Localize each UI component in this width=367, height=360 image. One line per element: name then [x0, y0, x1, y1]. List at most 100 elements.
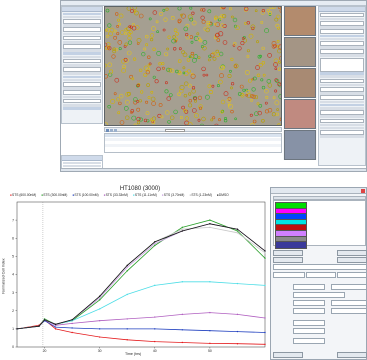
legend-item[interactable]: ● STS (33.33nM)	[104, 193, 128, 197]
property-row[interactable]	[320, 100, 364, 104]
legend-item[interactable]: ● DMSO	[217, 193, 229, 197]
property-row[interactable]	[320, 83, 364, 87]
settings-field[interactable]	[63, 27, 101, 32]
settings-row[interactable]	[63, 87, 101, 90]
table-row[interactable]	[105, 147, 281, 150]
settings-row[interactable]	[63, 55, 101, 59]
settings-field[interactable]	[63, 58, 101, 64]
settings-row[interactable]	[63, 78, 101, 82]
dialog-field[interactable]	[273, 272, 305, 278]
settings-field[interactable]	[63, 98, 101, 104]
dialog-field[interactable]	[331, 300, 367, 306]
dialog-cancel-button[interactable]	[337, 352, 367, 358]
play-icon[interactable]	[106, 129, 109, 132]
property-field[interactable]	[320, 49, 364, 54]
table-row[interactable]	[105, 141, 281, 144]
settings-row[interactable]	[63, 95, 101, 99]
dialog-ok-button[interactable]	[273, 352, 303, 358]
property-field[interactable]	[320, 29, 364, 34]
close-icon[interactable]	[361, 189, 365, 193]
property-row[interactable]	[320, 46, 364, 49]
property-row[interactable]	[320, 17, 364, 21]
tool-icon[interactable]	[114, 129, 117, 132]
cell-outline	[131, 115, 137, 121]
dialog-button-1[interactable]	[273, 250, 303, 256]
property-field[interactable]	[320, 40, 364, 46]
settings-row[interactable]	[63, 24, 101, 27]
settings-row[interactable]	[63, 49, 101, 52]
thumbnail-5[interactable]	[284, 130, 316, 160]
color-swatch[interactable]	[275, 241, 307, 249]
settings-row[interactable]	[63, 40, 101, 44]
dialog-field[interactable]	[293, 300, 325, 306]
dialog-field[interactable]	[331, 284, 367, 290]
cell-outline	[261, 119, 265, 123]
property-row[interactable]	[320, 115, 364, 118]
property-row[interactable]	[320, 135, 364, 138]
property-row[interactable]	[320, 26, 364, 29]
thumbnail-3[interactable]	[284, 68, 316, 98]
settings-field[interactable]	[63, 81, 101, 87]
dialog-field[interactable]	[293, 308, 325, 314]
property-field[interactable]	[320, 110, 364, 115]
cell-outline	[251, 87, 256, 92]
property-row[interactable]	[320, 106, 364, 110]
settings-row[interactable]	[63, 64, 101, 67]
settings-row[interactable]	[63, 12, 101, 16]
dialog-button-2[interactable]	[337, 250, 367, 256]
legend-item[interactable]: ● STS (1.23nM)	[189, 193, 212, 197]
dialog-field[interactable]	[293, 328, 325, 334]
dialog-button-4[interactable]	[337, 257, 367, 263]
frame-slider[interactable]	[165, 129, 185, 132]
dialog-field[interactable]	[331, 308, 367, 314]
property-field[interactable]	[320, 118, 364, 124]
dialog-field[interactable]	[337, 272, 367, 278]
property-field[interactable]	[320, 20, 364, 26]
property-row[interactable]	[320, 75, 364, 79]
property-row[interactable]	[320, 92, 364, 95]
property-field[interactable]	[320, 130, 364, 135]
property-field[interactable]	[320, 12, 364, 18]
legend-item[interactable]: ● STS (100.00nM)	[72, 193, 98, 197]
property-field[interactable]	[320, 95, 364, 100]
settings-field[interactable]	[63, 44, 101, 49]
property-list[interactable]	[320, 57, 364, 72]
settings-field[interactable]	[63, 35, 101, 41]
thumbnail-2[interactable]	[284, 37, 316, 67]
cell-outline	[191, 89, 196, 94]
property-row[interactable]	[320, 123, 364, 127]
dialog-field[interactable]	[293, 338, 325, 344]
property-row[interactable]	[320, 54, 364, 58]
property-field[interactable]	[320, 87, 364, 92]
dialog-field[interactable]	[293, 320, 325, 326]
legend-item[interactable]: ● STS (300.00nM)	[41, 193, 67, 197]
settings-field[interactable]	[63, 67, 101, 72]
property-field[interactable]	[320, 78, 364, 84]
settings-row[interactable]	[63, 32, 101, 36]
legend-item[interactable]: ● STS (3.70nM)	[162, 193, 185, 197]
table-row[interactable]	[105, 138, 281, 141]
settings-row[interactable]	[63, 15, 101, 19]
table-row[interactable]	[105, 144, 281, 147]
property-row[interactable]	[320, 126, 364, 130]
microscope-image[interactable]	[104, 6, 282, 126]
dialog-field[interactable]	[293, 284, 325, 290]
dialog-field[interactable]	[273, 264, 367, 270]
cell-outline	[246, 55, 250, 58]
data-point	[16, 328, 18, 330]
property-row[interactable]	[320, 37, 364, 41]
legend-item[interactable]: ● STS (600.00nM)	[10, 193, 36, 197]
dialog-button-3[interactable]	[273, 257, 303, 263]
zoom-icon[interactable]	[110, 129, 113, 132]
dialog-field[interactable]	[306, 272, 336, 278]
legend-item[interactable]: ● STS (11.11nM)	[133, 193, 157, 197]
settings-row[interactable]	[63, 72, 101, 75]
thumbnail-4[interactable]	[284, 99, 316, 129]
thumbnail-1[interactable]	[284, 6, 316, 36]
settings-row[interactable]	[63, 103, 101, 107]
settings-field[interactable]	[63, 90, 101, 95]
well-color-grid[interactable]	[273, 200, 366, 249]
settings-field[interactable]	[63, 18, 101, 24]
cell-outline	[170, 15, 175, 20]
dialog-field[interactable]	[293, 292, 345, 298]
